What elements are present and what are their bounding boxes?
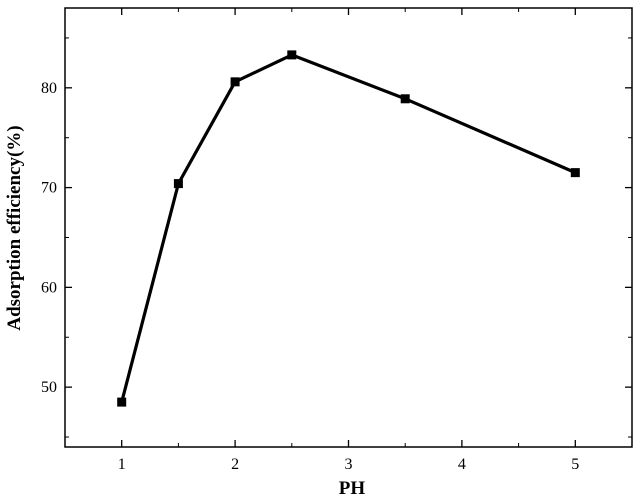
plot-frame (64, 7, 633, 448)
y-tick-label: 60 (41, 279, 57, 296)
data-point-marker (400, 94, 410, 104)
y-axis-title: Adsorption efficiency(%) (4, 125, 25, 330)
data-point-marker (117, 397, 127, 407)
x-tick-label: 1 (118, 456, 126, 473)
data-point-marker (230, 77, 240, 87)
x-tick-label: 2 (231, 456, 239, 473)
y-tick-label: 80 (41, 80, 57, 97)
x-axis-title: PH (339, 478, 366, 499)
x-tick-label: 4 (458, 456, 466, 473)
data-point-marker (570, 168, 580, 178)
tick-layer: 1 2 3 4 5 50 60 70 80 (41, 8, 633, 473)
data-point-marker (173, 179, 183, 189)
data-point-marker (287, 50, 297, 60)
x-tick-label: 5 (571, 456, 579, 473)
y-tick-label: 50 (41, 379, 57, 396)
y-tick-label: 70 (41, 180, 57, 197)
x-tick-label: 3 (345, 456, 353, 473)
series-layer (117, 50, 580, 407)
plot-area (64, 7, 633, 448)
series-line (120, 53, 576, 403)
